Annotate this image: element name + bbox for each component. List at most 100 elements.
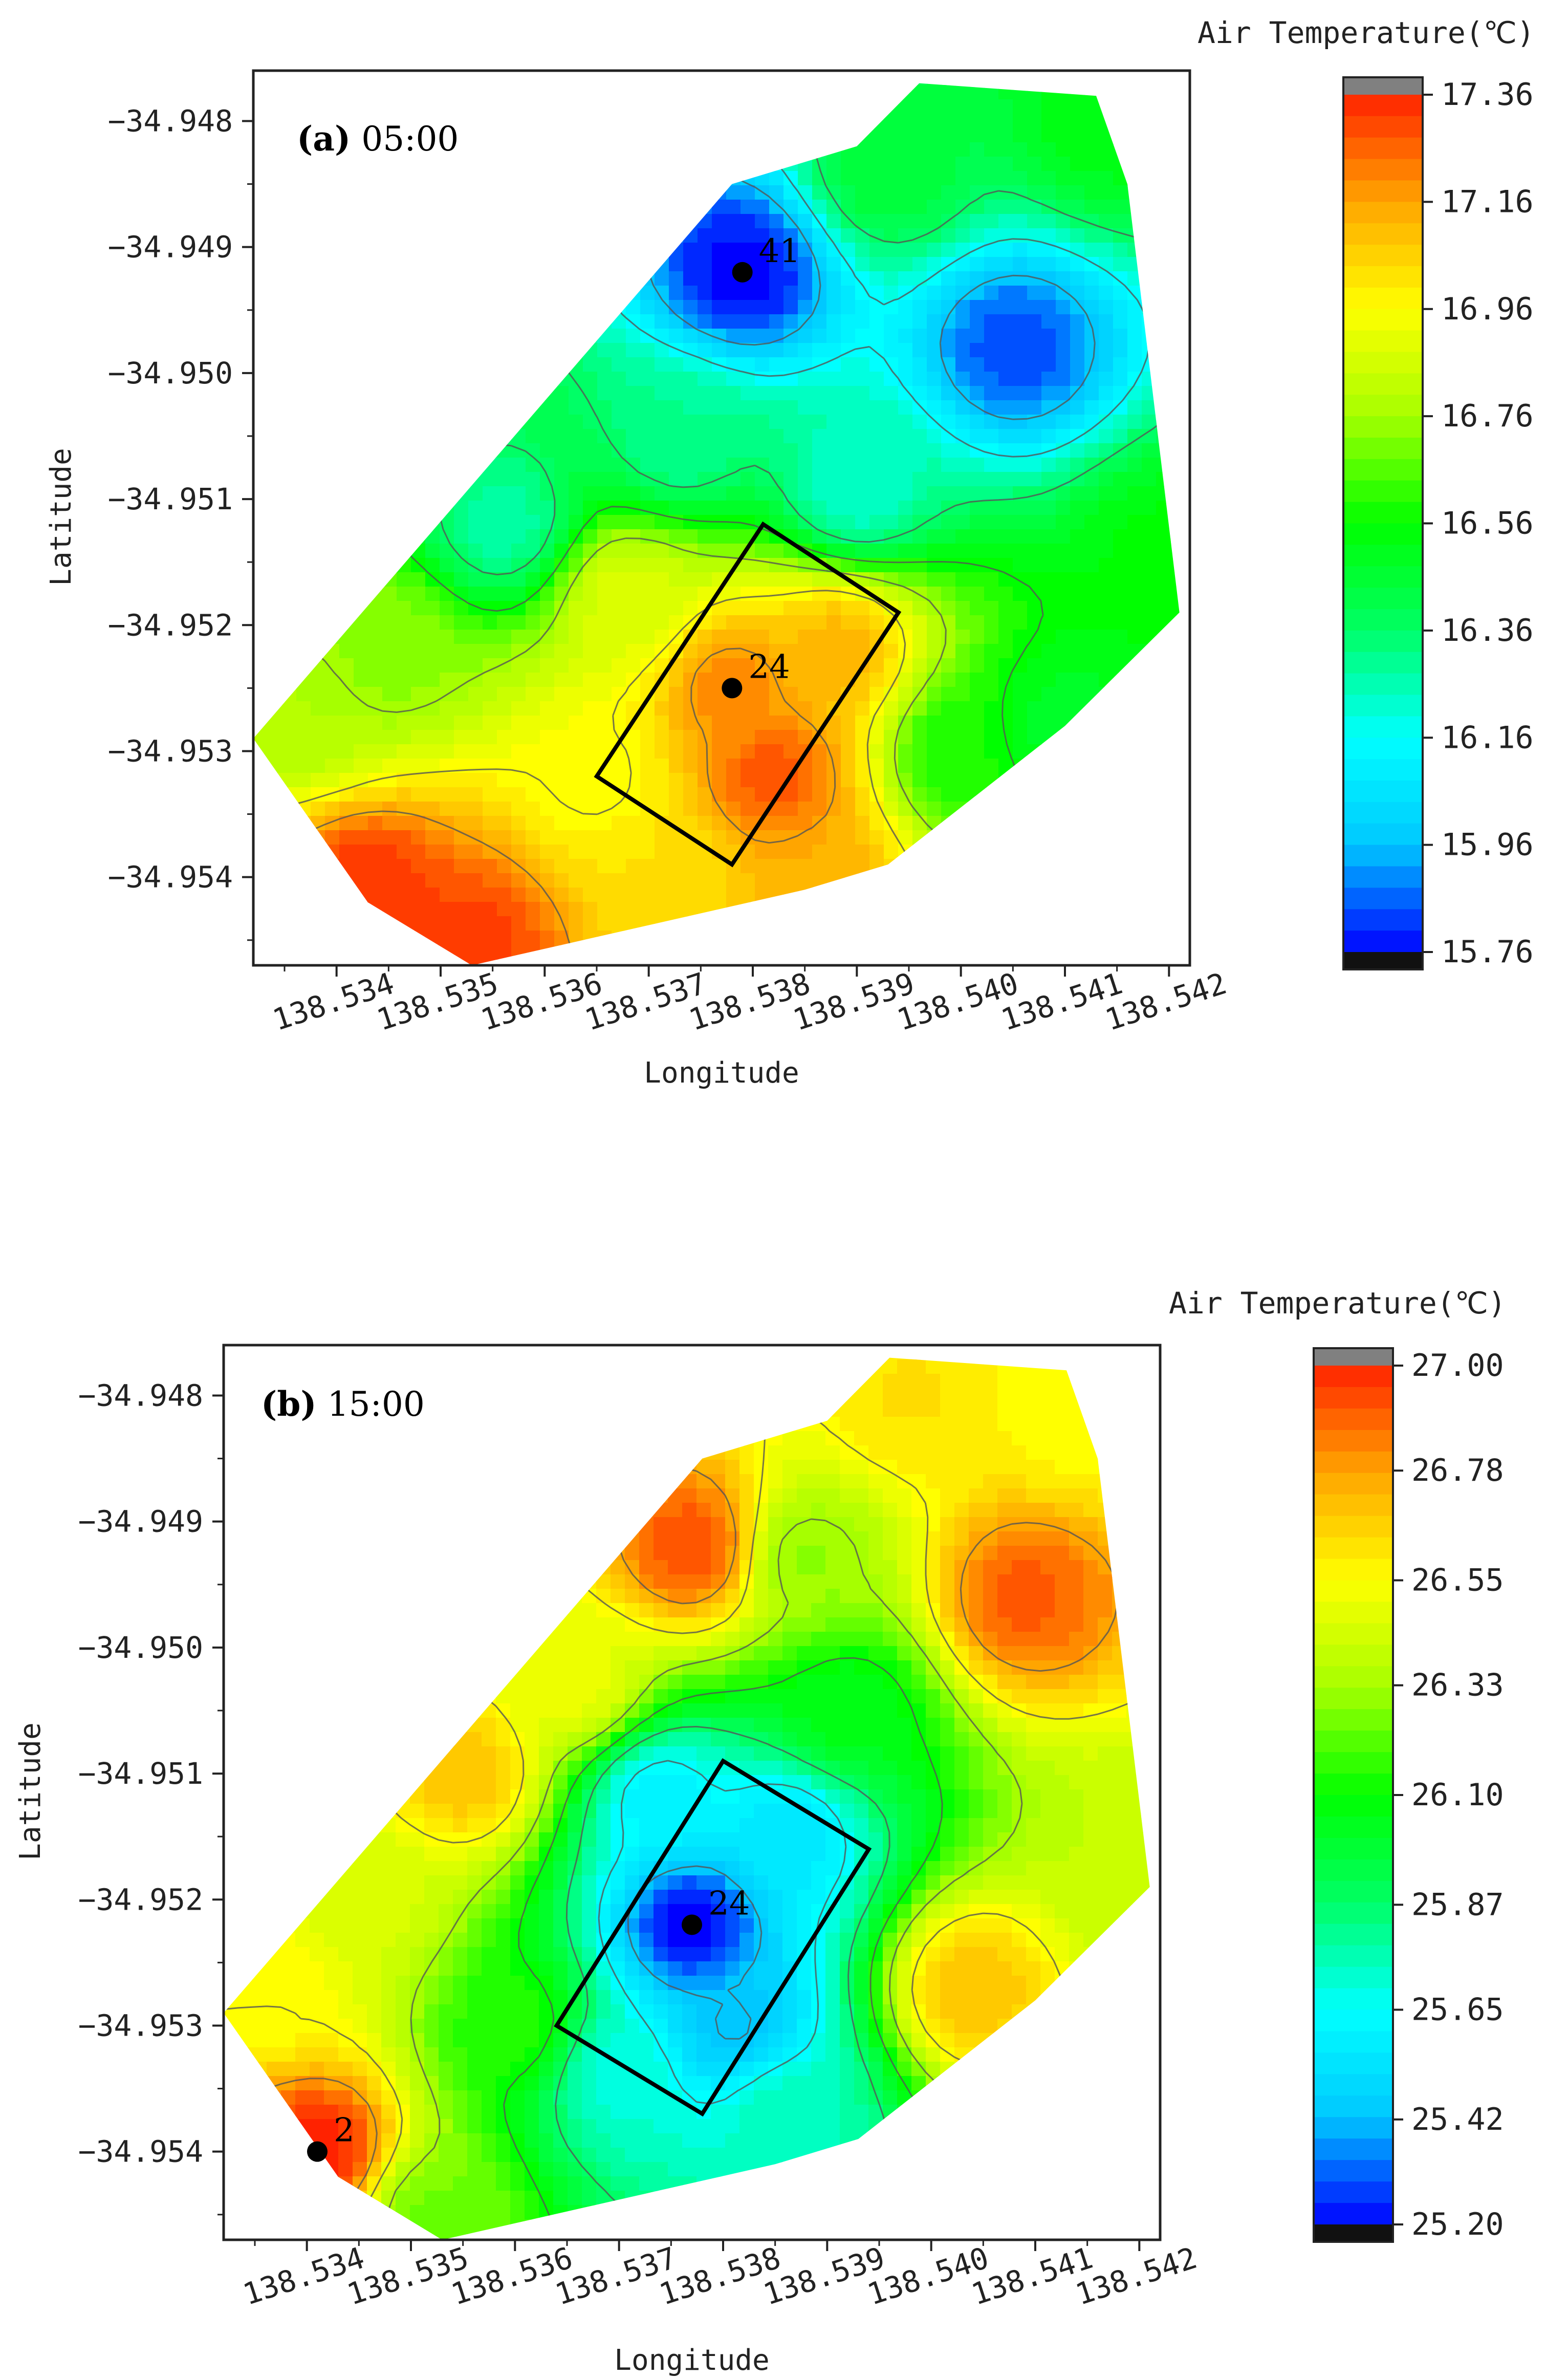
heat-cell (1156, 85, 1171, 100)
heat-cell (382, 931, 397, 945)
heat-cell (425, 558, 440, 573)
heat-cell (840, 1374, 855, 1389)
heat-cell (224, 1388, 238, 1403)
heat-cell (253, 157, 268, 171)
heat-cell (970, 343, 985, 358)
heat-cell (798, 501, 813, 515)
heat-cell (511, 673, 526, 687)
heat-cell (411, 687, 426, 702)
heat-cell (683, 529, 698, 544)
heat-cell (325, 673, 340, 687)
heat-cell (970, 472, 985, 487)
heat-cell (912, 443, 927, 458)
heat-cell (511, 902, 526, 917)
heat-cell (669, 472, 684, 487)
heat-cell (482, 1445, 496, 1460)
heat-cell (1127, 673, 1142, 687)
heat-cell (669, 300, 684, 315)
heat-cell (382, 673, 397, 687)
heat-cell (897, 1359, 912, 1374)
heat-cell (1041, 615, 1056, 630)
heat-cell (1084, 128, 1099, 143)
heat-cell (911, 1431, 926, 1446)
heat-cell (970, 386, 985, 401)
heat-cell (325, 716, 340, 730)
heat-cell (553, 1417, 568, 1432)
heat-cell (425, 83, 440, 85)
heat-cell (884, 873, 899, 888)
heat-cell (712, 730, 727, 745)
heat-cell (698, 501, 712, 515)
heat-cell (583, 228, 598, 243)
heat-cell (869, 257, 884, 272)
heat-cell (539, 1488, 554, 1503)
heat-cell (553, 1460, 568, 1475)
heat-cell (324, 1357, 339, 1360)
heat-cell (941, 142, 956, 157)
heat-cell (569, 458, 583, 472)
heat-cell (841, 802, 856, 816)
heat-cell (511, 142, 526, 157)
heat-cell (1084, 99, 1099, 114)
heat-cell (911, 1417, 926, 1432)
heat-cell (1127, 271, 1142, 286)
heat-cell (553, 1357, 568, 1360)
heat-cell (1126, 1402, 1141, 1417)
heat-cell (483, 372, 497, 386)
heat-cell (296, 802, 311, 816)
heat-cell (354, 400, 368, 415)
heat-cell (569, 630, 583, 644)
heat-cell (354, 630, 368, 644)
heat-cell (224, 1417, 238, 1432)
heat-cell (526, 114, 540, 128)
heat-cell (698, 257, 712, 272)
heat-cell (1041, 128, 1056, 143)
heat-cell (955, 329, 970, 343)
heat-cell (726, 200, 741, 214)
heat-cell (311, 701, 325, 716)
heat-cell (884, 443, 899, 458)
heat-cell (1027, 400, 1042, 415)
heat-cell (826, 859, 841, 874)
heat-cell (1112, 1357, 1127, 1360)
heat-cell (368, 730, 383, 745)
heat-cell (554, 99, 569, 114)
heat-cell (354, 759, 368, 773)
heat-cell (798, 142, 813, 157)
heat-cell (1155, 1402, 1170, 1417)
heat-cell (324, 1431, 339, 1446)
heat-cell (597, 916, 612, 931)
heat-cell (440, 773, 454, 788)
heat-cell (826, 171, 841, 186)
heat-cell (1185, 486, 1200, 501)
heat-cell (612, 83, 626, 85)
heat-cell (1113, 873, 1128, 888)
heat-cell (296, 601, 311, 616)
heat-cell (311, 615, 325, 630)
heat-cell (511, 343, 526, 358)
heat-cell (325, 486, 340, 501)
heat-cell (497, 300, 512, 315)
heat-cell (1099, 83, 1114, 85)
heat-cell (511, 730, 526, 745)
heat-cell (1013, 271, 1028, 286)
heat-cell (411, 300, 426, 315)
heat-cell (311, 902, 325, 917)
heat-cell (626, 945, 641, 960)
heat-cell (497, 214, 512, 229)
heat-cell (911, 1388, 926, 1403)
heat-cell (526, 845, 540, 859)
heat-cell (468, 99, 483, 114)
heat-cell (568, 1357, 582, 1360)
heat-cell (755, 544, 770, 558)
heat-cell (1126, 1374, 1141, 1389)
heat-cell (569, 658, 583, 673)
heat-cell (912, 529, 927, 544)
heat-cell (725, 1402, 740, 1417)
heat-cell (712, 271, 727, 286)
heat-cell (397, 486, 411, 501)
heat-cell (569, 372, 583, 386)
heat-cell (898, 730, 913, 745)
heat-cell (282, 859, 297, 874)
heat-cell (655, 544, 669, 558)
